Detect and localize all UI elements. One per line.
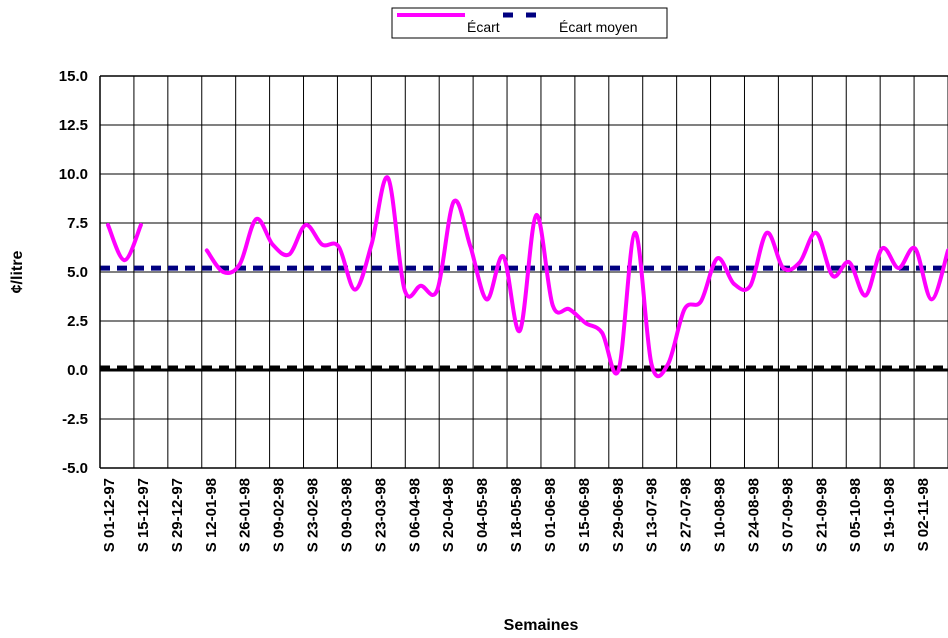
x-tick-label: S 05-10-98 xyxy=(847,478,864,552)
x-tick-label: S 01-12-97 xyxy=(101,478,118,552)
x-tick-labels: S 01-12-97 S 15-12-97 S 29-12-97 S 12-01-98… xyxy=(101,478,932,552)
x-tick-label: S 10-08-98 xyxy=(712,478,729,552)
x-tick-label: S 19-10-98 xyxy=(881,478,898,552)
ecart-series-line xyxy=(106,175,948,379)
x-tick-label: S 12-01-98 xyxy=(203,478,220,552)
legend: Écart Écart moyen xyxy=(391,7,668,39)
x-axis-title: Semaines xyxy=(504,617,579,634)
legend-label-ecart-moyen: Écart moyen xyxy=(559,19,638,35)
x-tick-label: S 01-06-98 xyxy=(542,478,559,552)
x-tick-label: S 20-04-98 xyxy=(440,478,457,552)
x-tick-label: S 09-02-98 xyxy=(271,478,288,552)
y-tick-label: 10.0 xyxy=(59,166,88,183)
y-tick-label: 0.0 xyxy=(67,362,88,379)
x-tick-label: S 26-01-98 xyxy=(237,478,254,552)
x-tick-label: S 27-07-98 xyxy=(678,478,695,552)
x-tick-label: S 24-08-98 xyxy=(745,478,762,552)
y-tick-label: 2.5 xyxy=(67,313,88,330)
data-series xyxy=(106,175,948,379)
y-tick-label: 7.5 xyxy=(67,215,88,232)
y-tick-label: 15.0 xyxy=(59,68,88,85)
x-tick-label: S 06-04-98 xyxy=(406,478,423,552)
legend-label-ecart: Écart xyxy=(467,19,500,35)
y-tick-label: -2.5 xyxy=(62,411,88,428)
y-axis-title: ¢/litre xyxy=(9,251,26,294)
y-tick-label: 12.5 xyxy=(59,117,88,134)
x-tick-label: S 02-11-98 xyxy=(915,478,932,551)
y-tick-label: 5.0 xyxy=(67,264,88,281)
x-tick-label: S 23-03-98 xyxy=(372,478,389,552)
x-tick-label: S 29-06-98 xyxy=(610,478,627,552)
x-tick-label: S 07-09-98 xyxy=(779,478,796,552)
x-tick-label: S 18-05-98 xyxy=(508,478,525,552)
y-tick-labels: 15.0 12.5 10.0 7.5 5.0 2.5 0.0 -2.5 -5.0 xyxy=(59,68,88,477)
x-tick-label: S 23-02-98 xyxy=(305,478,322,552)
x-tick-label: S 04-05-98 xyxy=(474,478,491,552)
x-tick-label: S 15-12-97 xyxy=(135,478,152,552)
x-tick-label: S 29-12-97 xyxy=(169,478,186,552)
x-tick-label: S 09-03-98 xyxy=(338,478,355,552)
x-tick-label: S 15-06-98 xyxy=(576,478,593,552)
x-tick-label: S 13-07-98 xyxy=(644,478,661,552)
x-tick-label: S 21-09-98 xyxy=(813,478,830,552)
reference-lines xyxy=(100,265,948,371)
y-tick-label: -5.0 xyxy=(62,460,88,477)
